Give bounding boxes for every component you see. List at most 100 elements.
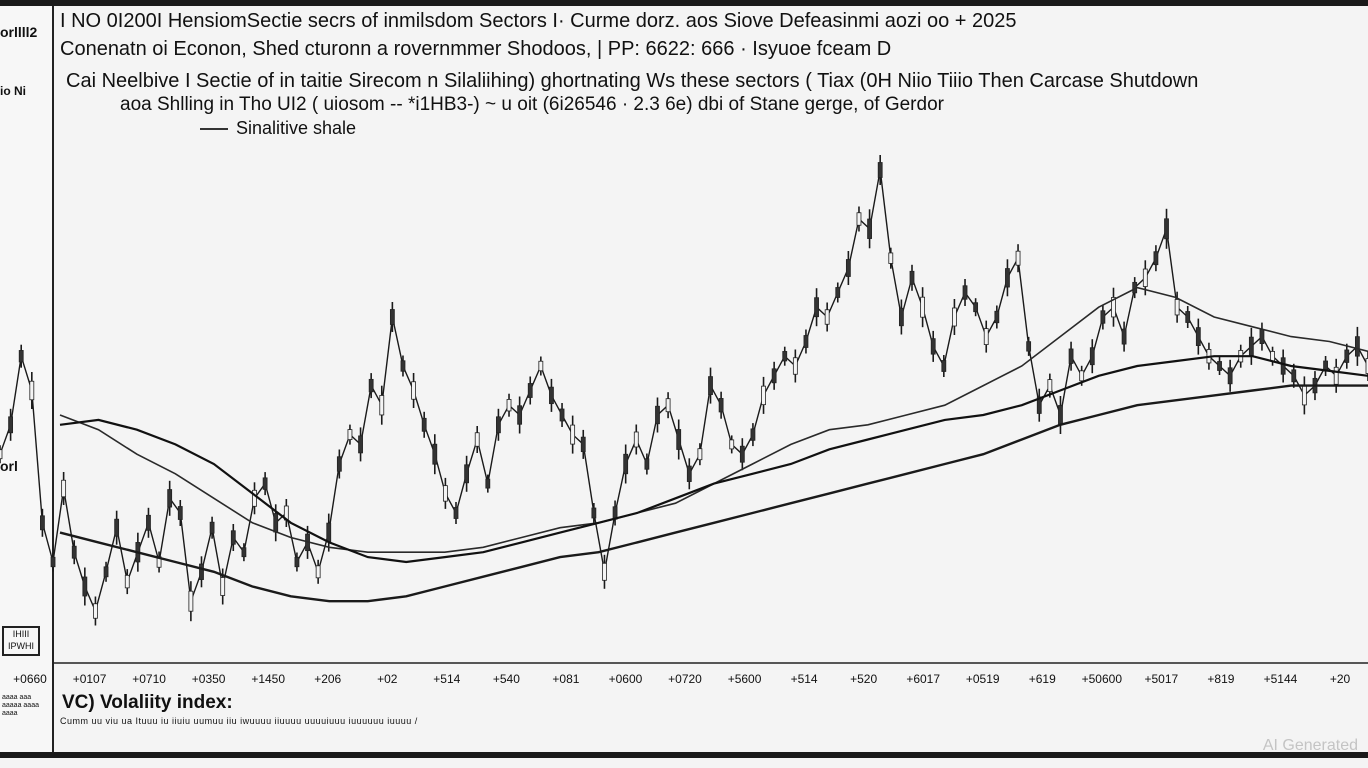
price-candle-body [1047, 379, 1053, 393]
price-candle-body [792, 357, 798, 375]
price-candle-body [867, 218, 872, 239]
price-candle-body [877, 162, 883, 178]
price-candle-body [358, 435, 363, 454]
price-candle-body [71, 545, 77, 559]
price-candle-body [527, 383, 533, 398]
price-candle-body [856, 212, 862, 226]
price-candle-body [941, 360, 947, 372]
price-candle-body [18, 350, 24, 363]
price-candle-body [1005, 268, 1010, 288]
price-candle-body [888, 252, 894, 264]
price-candle-body [485, 478, 491, 489]
price-candle-body [1301, 385, 1307, 406]
x-tick-label: +514 [433, 672, 460, 686]
price-candle-body [326, 522, 332, 543]
price-candle-body [273, 513, 279, 533]
price-candle-body [220, 577, 226, 596]
price-candle-body [570, 424, 576, 445]
price-candle-body [676, 429, 682, 450]
x-tick-label: +540 [493, 672, 520, 686]
price-candle-body [61, 479, 67, 498]
x-tick-label: +514 [791, 672, 818, 686]
price-candle-body [1333, 366, 1339, 385]
price-candle-body [623, 453, 629, 475]
price-candle-body [1089, 347, 1095, 366]
price-candle-body [124, 574, 130, 589]
legend-label: Sinalitive shale [236, 118, 357, 138]
price-candle-body [421, 417, 427, 432]
price-candle-body [708, 376, 713, 396]
price-candle-body [909, 270, 915, 285]
price-candle-body [697, 448, 703, 461]
x-tick-label: +02 [377, 672, 398, 686]
price-candle-body [177, 506, 183, 520]
price-candle-body [379, 395, 385, 416]
price-candle-body [750, 428, 756, 441]
price-candle-body [782, 351, 788, 362]
price-candle-body [1227, 367, 1233, 385]
price-candle-body [315, 565, 321, 579]
price-candle-body [538, 360, 544, 372]
bottom-note: Cumm uu viu ua Ituuu iu iiuiu uumuu iiu … [60, 716, 418, 726]
x-tick-label: +0710 [132, 672, 166, 686]
x-tick-label: +5600 [728, 672, 762, 686]
price-candle-body [952, 307, 957, 327]
price-candle-body [40, 515, 45, 531]
moving-average-line-1 [59, 286, 1368, 553]
price-candle-body [962, 285, 968, 300]
moving-averages-group [59, 286, 1368, 603]
price-candle-body [1270, 351, 1275, 362]
legend: Sinalitive shale [200, 118, 356, 139]
legend-swatch [200, 128, 228, 131]
price-candle-body [496, 416, 501, 434]
price-candle-body [1164, 218, 1169, 240]
price-series-group [0, 155, 1368, 626]
price-candle-body [209, 521, 215, 534]
price-candle-body [93, 603, 98, 619]
volatility-index-title: VC) Volaliity index: [62, 692, 233, 713]
price-candle-body [845, 259, 851, 277]
price-candle-body [1185, 311, 1191, 323]
x-tick-label: +819 [1207, 672, 1234, 686]
rail-tag-low: orl [0, 458, 18, 474]
price-candle-body [29, 380, 35, 401]
x-tick-label: +20 [1330, 672, 1351, 686]
price-candle-body [1100, 310, 1106, 324]
price-candle-body [1026, 341, 1032, 352]
price-candle-body [665, 398, 671, 413]
x-tick-label: +1450 [251, 672, 285, 686]
ai-generated-watermark: AI Generated [1262, 737, 1358, 754]
chart-subtitle: Cai Neelbive I Sectie of in taitie Sirec… [66, 70, 1199, 92]
price-candle-body [983, 328, 989, 346]
price-candle-body [1195, 327, 1201, 347]
rail-tag-mid: io Ni [0, 84, 26, 98]
price-candle-body [814, 297, 819, 318]
price-candle-body [506, 399, 512, 412]
x-tick-label: +206 [314, 672, 341, 686]
price-candle-body [1153, 251, 1159, 266]
price-candle-body [920, 296, 926, 318]
price-candle-body [655, 405, 660, 425]
x-tick-label: +0660 [13, 672, 47, 686]
rail-boxed-label: IHIII IPWHI [2, 626, 40, 656]
price-candle-body [580, 436, 586, 453]
price-candle-body [729, 439, 735, 450]
price-candle-body [252, 489, 257, 507]
x-tick-label: +50600 [1082, 672, 1123, 686]
price-candle-body [82, 576, 88, 597]
price-candle-body [389, 309, 395, 325]
price-candle-body [199, 563, 204, 580]
price-candle-body [1142, 268, 1148, 287]
price-candle-body [241, 547, 247, 558]
price-candle-body [739, 445, 745, 463]
top-frame-bar [0, 0, 1368, 6]
price-candle-body [686, 465, 692, 482]
price-candle-body [835, 287, 841, 298]
x-tick-label: +0720 [668, 672, 702, 686]
price-candle-body [602, 562, 607, 581]
chart-title: I NO 0I200I HensiomSectie secrs of inmil… [60, 10, 1017, 32]
price-candle-body [824, 309, 830, 325]
price-candle-body [633, 431, 639, 448]
price-candle-body [1291, 369, 1297, 383]
price-candle-body [464, 464, 470, 484]
